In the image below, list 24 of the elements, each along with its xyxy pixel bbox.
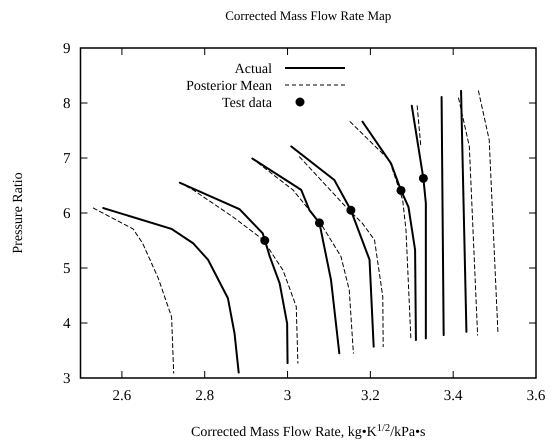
y-tick-label: 5 [63, 261, 70, 277]
legend-label: Posterior Mean [186, 79, 272, 94]
x-tick-label: 3.2 [360, 388, 380, 404]
legend-label: Actual [234, 62, 272, 77]
x-tick-label: 2.8 [195, 388, 214, 404]
point [418, 174, 428, 183]
x-tick-label: 3.6 [526, 388, 546, 404]
y-tick-label: 4 [63, 316, 71, 332]
point [314, 218, 324, 228]
point [346, 206, 356, 215]
x-tick-label: 3 [284, 388, 292, 404]
y-tick-label: 9 [63, 41, 70, 57]
point [396, 186, 406, 195]
y-tick-label: 6 [63, 206, 71, 222]
y-tick-label: 7 [63, 151, 71, 167]
x-tick-label: 3.4 [444, 388, 464, 404]
x-axis-title: Corrected Mass Flow Rate, kg•K$^{1/2}$/kPa•s [191, 422, 426, 440]
y-tick-label: 8 [63, 96, 70, 112]
chart-title: Corrected Mass Flow Rate Map [225, 8, 392, 23]
y-axis-title: Pressure Ratio [11, 172, 26, 254]
x-tick-label: 2.6 [112, 388, 132, 404]
point [260, 236, 270, 245]
legend-label: Test data [222, 96, 273, 111]
y-tick-label: 3 [63, 371, 70, 387]
